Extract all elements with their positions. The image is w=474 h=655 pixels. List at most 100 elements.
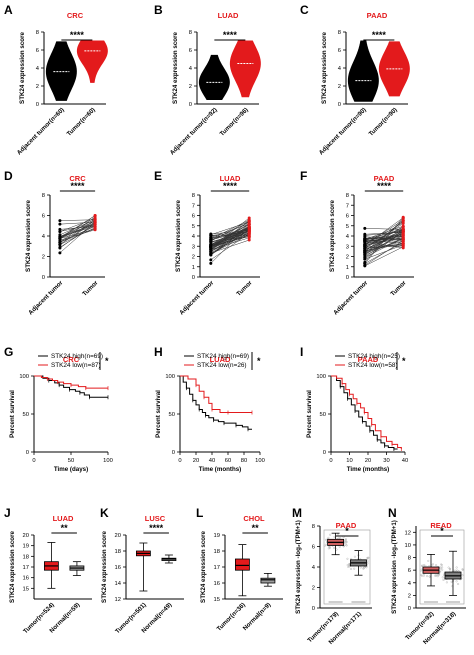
adjacent-point <box>363 251 367 255</box>
panel-title: CRC <box>69 174 86 183</box>
survival-curve <box>180 375 252 430</box>
tumor-point <box>401 246 405 250</box>
panel-F: F PAAD STK24 expression score 0 1 2 3 4 5 6 7 8 Adja… <box>300 169 414 317</box>
adjacent-point <box>363 257 367 261</box>
jitter-point <box>442 573 445 576</box>
x-tick-label: 0 <box>178 458 181 464</box>
panel-letter: G <box>4 345 13 359</box>
x-tick-label: 10 <box>346 458 352 464</box>
pair-line <box>210 227 250 240</box>
tumor-point <box>93 214 97 217</box>
y-tick-label: 2 <box>312 586 315 592</box>
y-axis-label: STK24 expression score <box>9 531 16 603</box>
tumor-point <box>401 241 405 245</box>
y-tick-label: 2 <box>189 84 192 90</box>
adjacent-point <box>363 248 367 252</box>
jitter-point <box>338 545 341 548</box>
x-category-label: Tumor(n=60) <box>66 106 97 137</box>
pair-line <box>364 244 404 247</box>
pair-line <box>59 228 96 239</box>
panel-title: PAAD <box>367 11 388 20</box>
jitter-point <box>441 576 444 579</box>
adjacent-point <box>58 240 62 244</box>
y-tick-label: 19 <box>214 533 220 539</box>
panel-title: LUAD <box>210 355 231 364</box>
panel-G: G CRC Percent survival 0 50 100 0 50 100 Time (da… <box>4 345 113 473</box>
y-tick-label: 0 <box>323 450 326 456</box>
panel-title: READ <box>430 521 452 530</box>
y-tick-label: 4 <box>192 234 196 240</box>
y-tick-label: 4 <box>36 66 40 72</box>
x-category-label: Tumor <box>81 279 100 298</box>
pair-line <box>364 231 404 235</box>
pair-line <box>59 223 96 249</box>
y-axis-label: STK24 expression score <box>200 531 207 603</box>
x-axis-label: Time (days) <box>54 466 88 473</box>
pair-line <box>364 245 404 249</box>
pair-line <box>364 246 404 267</box>
jitter-point <box>362 567 365 570</box>
y-tick-label: 100 <box>165 374 175 380</box>
pair-line <box>210 231 250 243</box>
y-tick-label: 16 <box>115 565 121 571</box>
tumor-point <box>401 225 405 229</box>
jitter-point <box>449 567 452 570</box>
significance-label: **** <box>149 523 164 533</box>
tumor-point <box>247 233 251 237</box>
x-tick-label: 40 <box>209 458 215 464</box>
y-tick-label: 18 <box>214 549 220 555</box>
x-category-label: Adjacent tumor(n=60) <box>16 106 66 156</box>
jitter-point <box>423 563 426 566</box>
y-tick-label: 4 <box>338 66 342 72</box>
plot-frame <box>419 529 465 605</box>
pair-line <box>210 234 250 254</box>
significance-label: ** <box>252 523 260 533</box>
jitter-point <box>450 580 453 583</box>
y-tick-label: 17 <box>214 565 220 571</box>
pair-line <box>364 237 404 256</box>
jitter-point <box>456 569 459 572</box>
jitter-point <box>346 557 349 560</box>
significance-label: * <box>402 356 406 366</box>
tumor-point <box>93 222 97 226</box>
pair-line <box>210 219 250 240</box>
y-tick-label: 2 <box>408 593 411 599</box>
y-axis-label: Percent survival <box>306 390 313 438</box>
y-tick-label: 8 <box>338 30 341 36</box>
tumor-point <box>247 219 251 223</box>
panel-A: A CRC STK24 expression score 0 2 4 6 8 Adjacent … <box>4 3 108 157</box>
panel-letter: K <box>100 506 109 520</box>
tumor-point <box>401 219 405 223</box>
panel-C: C PAAD STK24 expression score 0 2 4 6 8 Adjacent… <box>300 3 410 157</box>
pair-line <box>59 219 96 221</box>
jitter-point <box>421 564 424 567</box>
panel-title: LUAD <box>220 174 241 183</box>
y-tick-label: 10 <box>405 543 411 549</box>
y-axis-label: STK24 expression -log₂(TPM+1) <box>295 520 302 614</box>
y-tick-label: 4 <box>312 565 316 571</box>
legend-label: STK24 low(n=58) <box>348 362 398 369</box>
x-tick-label: 60 <box>225 458 231 464</box>
y-tick-label: 4 <box>408 581 412 587</box>
tumor-point <box>401 233 405 237</box>
legend-label: STK24 high(n=69) <box>51 353 103 360</box>
significance-label: **** <box>223 181 238 191</box>
adjacent-point <box>209 234 213 238</box>
adjacent-point <box>58 222 62 226</box>
panel-N: N READ STK24 expression -log₂(TPM+1) 0 2 4 6 8 1… <box>388 506 466 646</box>
adjacent-point <box>363 253 367 257</box>
legend-label: STK24 high(n=25) <box>348 353 400 360</box>
y-axis-label: STK24 expression score <box>175 200 182 272</box>
y-tick-label: 50 <box>23 412 29 418</box>
jitter-point <box>324 543 327 546</box>
jitter-point <box>350 568 353 571</box>
x-category-label: Adjacent tumor(n=90) <box>318 106 368 156</box>
jitter-point <box>441 568 444 571</box>
adjacent-point <box>363 238 367 242</box>
y-tick-label: 17 <box>23 565 29 571</box>
jitter-point <box>461 574 464 577</box>
panel-H: H LUAD Percent survival 0 50 100 0 20 40 60 80 100 T… <box>154 345 265 473</box>
x-category-label: Adjacent tumor <box>178 279 215 316</box>
y-tick-label: 0 <box>338 102 341 108</box>
panel-letter: F <box>300 169 307 183</box>
